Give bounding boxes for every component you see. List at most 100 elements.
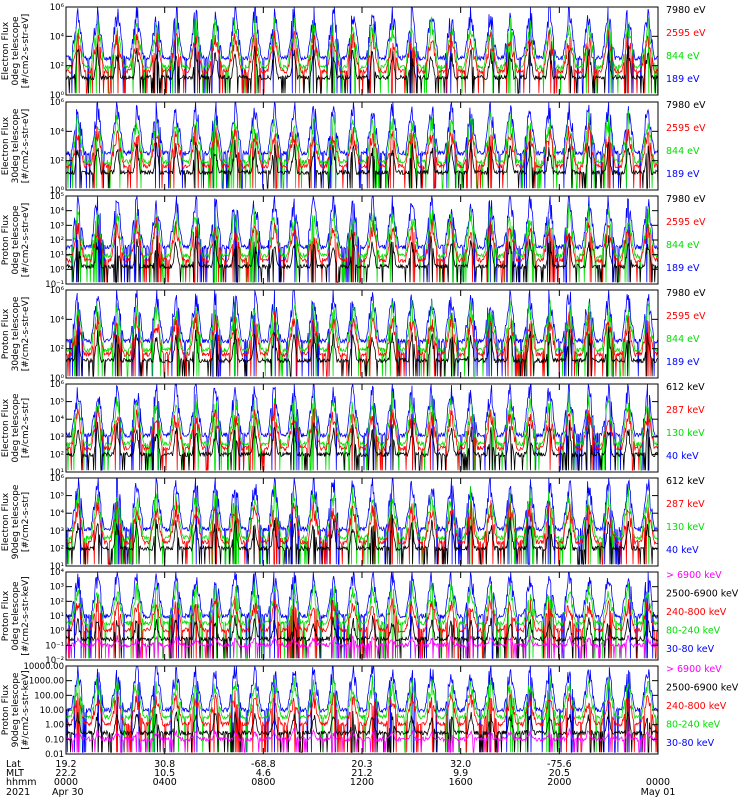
x-tick-label: 0800 [251,777,275,788]
series-line-red [66,500,658,565]
legend-entry: 130 keV [666,428,705,439]
y-axis-label: Electron Flux [1,116,11,175]
y-tick-label: 1000.00 [29,677,64,687]
series-line-red [66,216,658,283]
y-axis-label: Proton Flux [1,308,11,359]
y-axis-label: 0deg telescope [11,205,21,275]
y-tick-label: 10⁴ [50,415,65,425]
y-tick-label: 10⁻¹ [45,641,64,651]
y-tick-label: 10⁻¹ [45,280,64,290]
x-tick-label: -68.8 [251,759,276,770]
y-axis-label: 90deg telescope [11,672,21,747]
legend-entry: 240-800 keV [666,701,727,712]
series-line-black [66,233,658,283]
x-tick-label: 4.6 [256,768,271,779]
y-axis-label: 0deg telescope [11,581,21,651]
y-tick-label: 10⁵ [50,398,64,408]
series-line-black [66,43,658,94]
y-tick-label: 10² [50,544,64,554]
y-tick-label: 10² [50,450,64,460]
x-row-label: Lat [6,759,21,770]
y-axis-label: TED [0,137,1,156]
legend-entry: 844 eV [666,51,700,62]
y-tick-label: 10⁶ [50,286,65,296]
y-tick-label: 10³ [50,527,64,537]
series-line-blue [66,572,658,659]
y-axis-label: 0deg telescope [11,393,21,463]
y-tick-label: 10¹ [50,251,64,261]
panel-5: 10¹ 10² 10³ 10⁴ 10⁵ 10⁶ MEPEDElectron Flux0deg… [0,380,705,478]
x-tick-label: 22.2 [55,768,76,779]
legend-entry: 80-240 keV [666,720,721,731]
y-axis-label: MEPED [0,506,1,538]
y-tick-label: 10⁵ [50,192,64,202]
y-axis-label: 90deg telescope [11,484,21,559]
x-tick-label: 19.2 [55,759,76,770]
legend-entry: 7980 eV [666,194,706,205]
y-tick-label: 0.01 [45,750,64,760]
y-tick-label: 10³ [50,221,64,231]
legend-entry: 844 eV [666,146,700,157]
y-axis-label: TED [0,231,1,250]
legend-entry: 40 keV [666,545,699,556]
x-tick-label: Apr 30 [52,787,84,798]
panel-8: 0.01 0.10 1.00 10.00 100.00 1000.00 10000.00 ME… [0,662,739,760]
y-axis-label: Proton Flux [1,684,11,735]
y-tick-label: 10³ [50,583,64,593]
y-tick-label: 10¹ [50,562,64,572]
y-tick-label: 10⁴ [50,509,65,519]
series-line-magenta [66,634,658,659]
x-tick-label: 30.8 [154,759,175,770]
legend-entry: 40 keV [666,451,699,462]
y-axis-label: [#/cm2-s-str-keV] [21,670,31,749]
x-tick-label: 0000 [646,777,670,788]
y-tick-label: 10⁴ [50,315,65,325]
series-line-black [66,710,658,753]
series-line-black [66,139,658,189]
x-tick-label: 0400 [153,777,177,788]
x-row-label: 2021 [6,787,30,798]
series-line-green [66,391,658,471]
y-tick-label: 10⁴ [50,127,65,137]
y-axis-label: 30deg telescope [11,296,21,371]
x-tick-label: 1200 [350,777,374,788]
legend-entry: 2595 eV [666,123,706,134]
y-axis-label: [#/cm2-s-str-keV] [21,576,31,655]
series-line-blue [66,478,658,565]
legend-entry: > 6900 keV [666,570,722,581]
series-line-red [66,122,658,189]
y-tick-label: 10⁰ [50,627,65,637]
y-tick-label: 10² [50,345,64,355]
y-axis-label: MEPED [0,412,1,444]
legend-entry: 2500-6900 keV [666,589,739,600]
y-tick-label: 10² [50,597,64,607]
legend-entry: 130 keV [666,522,705,533]
series-line-blue [66,196,658,283]
legend-entry: > 6900 keV [666,664,722,675]
y-axis-label: [#/cm2-s-str] [21,398,31,458]
legend-entry: 189 eV [666,357,700,368]
legend-entry: 2500-6900 keV [666,683,739,694]
x-tick-label: 20.5 [549,768,570,779]
y-axis-label: [#/cm2-s-str-eV] [21,109,31,184]
y-tick-label: 10⁶ [50,380,65,390]
series-line-blue [66,666,658,753]
y-tick-label: 10² [50,236,64,246]
x-tick-label: 20.3 [351,759,372,770]
x-row-label: MLT [6,768,24,779]
y-tick-label: 10⁴ [50,207,65,217]
legend-entry: 7980 eV [666,100,706,111]
legend-entry: 30-80 keV [666,644,715,655]
x-tick-label: -75.6 [547,759,572,770]
y-axis-label: Proton Flux [1,214,11,265]
y-tick-label: 1.00 [45,721,64,731]
panel-3: 10⁻¹ 10⁰ 10¹ 10² 10³ 10⁴ 10⁵ TEDProton Flux0deg… [0,192,706,290]
x-tick-label: May 01 [641,787,676,798]
x-tick-label: 9.9 [453,768,468,779]
series-line-magenta [66,727,658,753]
legend-entry: 2595 eV [666,311,706,322]
